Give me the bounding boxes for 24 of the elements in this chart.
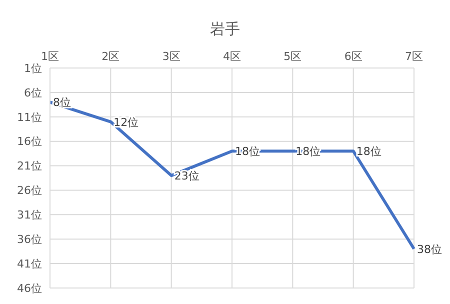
y-tick-label: 46位 <box>17 282 42 295</box>
data-label: 12位 <box>114 116 139 129</box>
chart-title: 岩手 <box>209 19 241 40</box>
x-tick-label: 7区 <box>405 50 423 63</box>
y-tick-label: 6位 <box>24 86 42 100</box>
x-tick-label: 2区 <box>102 50 120 63</box>
y-tick-label: 36位 <box>17 233 42 246</box>
data-label: 18位 <box>235 145 260 158</box>
data-label: 38位 <box>417 242 442 256</box>
y-tick-label: 26位 <box>17 184 42 198</box>
x-tick-label: 6区 <box>344 50 362 63</box>
y-tick-label: 16位 <box>17 135 42 148</box>
x-tick-label: 4区 <box>223 50 241 63</box>
data-label: 18位 <box>356 145 382 158</box>
y-tick-label: 1位 <box>24 62 42 75</box>
y-tick-label: 31位 <box>17 208 42 222</box>
y-tick-label: 11位 <box>17 110 42 124</box>
x-tick-label: 3区 <box>162 50 180 63</box>
y-tick-label: 21位 <box>17 160 42 173</box>
data-label: 23位 <box>174 170 200 183</box>
y-tick-label: 41位 <box>17 257 42 270</box>
data-label: 18位 <box>296 145 321 158</box>
x-tick-label: 1区 <box>41 50 59 63</box>
x-tick-label: 5区 <box>284 50 302 63</box>
